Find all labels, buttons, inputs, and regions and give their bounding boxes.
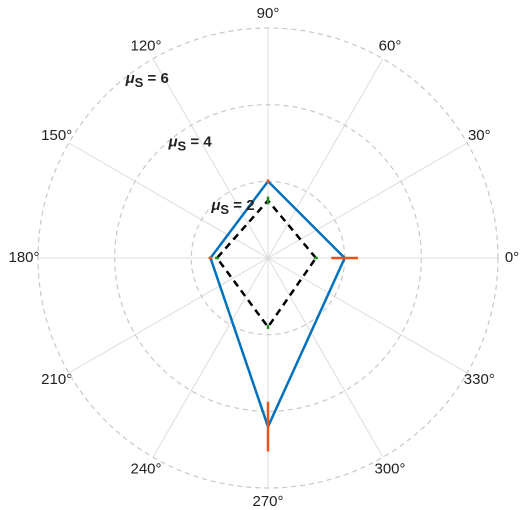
theta-tick-label: 180° — [8, 249, 39, 266]
radial-tick-label: μS = 4 — [168, 133, 213, 153]
mu-subscript: S — [178, 139, 187, 154]
theta-tick-label: 300° — [374, 460, 405, 477]
spoke-grid-line — [267, 58, 384, 259]
theta-tick-label: 90° — [257, 5, 280, 22]
theta-tick-label: 60° — [379, 38, 402, 55]
radial-tick-value: = 6 — [143, 70, 168, 87]
series-line — [215, 198, 318, 330]
radial-grid-circle — [114, 104, 422, 412]
series-line — [209, 179, 347, 431]
theta-tick-label: 210° — [41, 371, 72, 388]
radial-tick-label: μS = 6 — [125, 70, 169, 90]
radial-tick-label: μS = 2 — [210, 197, 254, 217]
spoke-grid-line — [68, 257, 269, 374]
mu-symbol: μ — [125, 70, 135, 87]
theta-tick-label: 330° — [464, 371, 495, 388]
radial-tick-value: = 4 — [186, 133, 212, 150]
theta-tick-label: 120° — [130, 38, 161, 55]
theta-tick-label: 0° — [505, 249, 519, 266]
spoke-grid-line — [267, 142, 468, 259]
theta-tick-label: 30° — [468, 127, 491, 144]
mu-symbol: μ — [210, 197, 220, 214]
spoke-grid-line — [267, 257, 468, 374]
spoke-grid-line — [267, 257, 384, 458]
spoke-grid-line — [152, 58, 269, 259]
radial-grid-circle — [37, 27, 499, 489]
radial-tick-value: = 2 — [229, 197, 254, 214]
theta-tick-label: 240° — [130, 460, 161, 477]
theta-tick-label: 150° — [41, 127, 72, 144]
mu-subscript: S — [220, 202, 229, 217]
theta-tick-label: 270° — [252, 493, 283, 510]
mu-subscript: S — [135, 75, 144, 90]
spoke-grid-line — [152, 257, 269, 458]
mu-symbol: μ — [168, 133, 178, 150]
